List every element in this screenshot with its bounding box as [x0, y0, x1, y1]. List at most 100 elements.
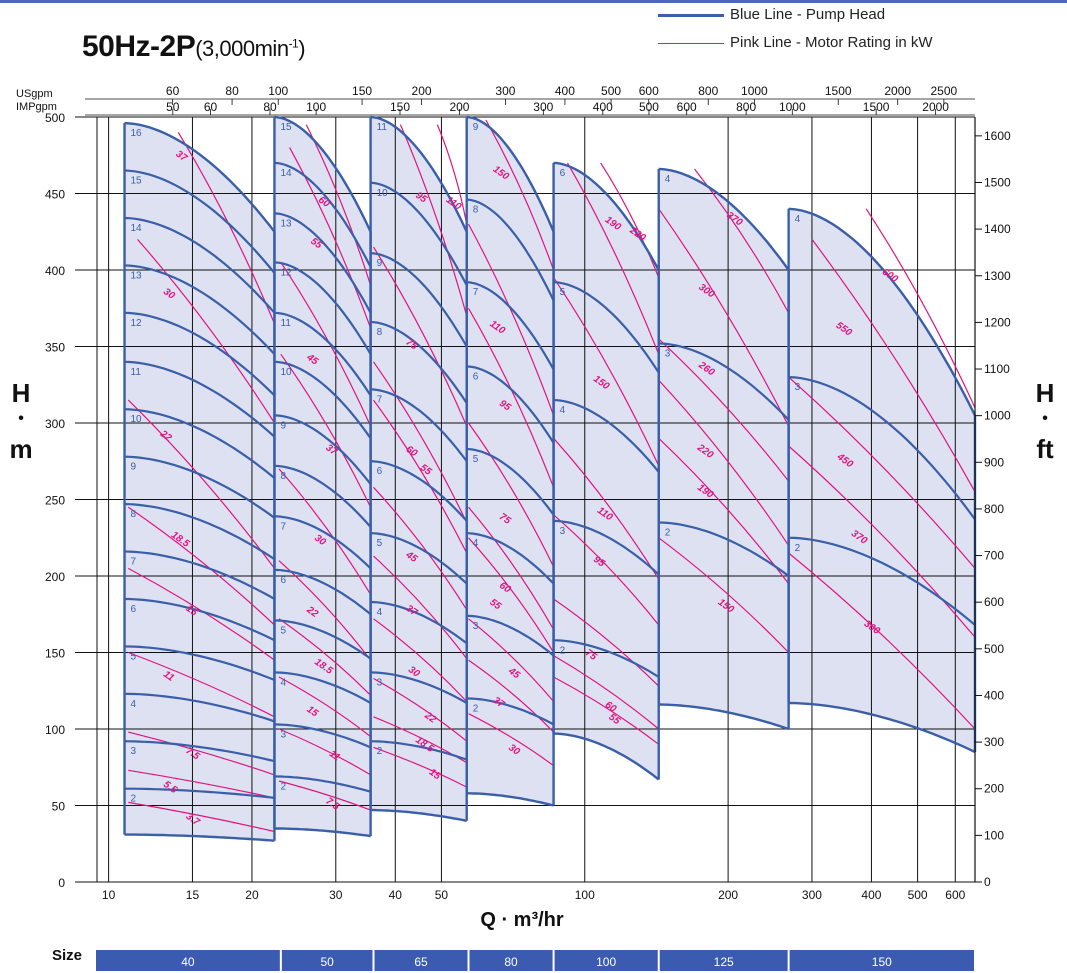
ft-tick-label: 800 — [984, 502, 1004, 516]
usgpm-tick-label: 1500 — [825, 84, 852, 98]
impgpm-tick-label: 60 — [204, 100, 218, 114]
title-main: 50Hz-2P — [82, 30, 196, 63]
usgpm-tick-label: 200 — [412, 84, 432, 98]
stage-label: 4 — [795, 214, 801, 225]
stage-label: 4 — [560, 405, 566, 416]
impgpm-tick-label: 500 — [639, 100, 659, 114]
region-bottom-curve — [466, 792, 554, 807]
kw-line-11 — [128, 651, 275, 718]
right-axis-ft: ft — [1036, 434, 1054, 464]
kw-line-95 — [467, 307, 555, 488]
stage-label: 2 — [560, 645, 566, 656]
stage-curve-3 — [658, 342, 790, 421]
stage-label: 9 — [473, 122, 479, 133]
region-top-curve — [370, 115, 468, 233]
ft-tick-label: 100 — [984, 828, 1004, 842]
stage-curve-11 — [124, 360, 276, 438]
impgpm-tick-label: 80 — [263, 100, 277, 114]
stage-curve-3 — [788, 376, 976, 521]
kw-line-75 — [553, 598, 660, 687]
size-band-label: 150 — [872, 955, 892, 969]
region-4 — [553, 162, 659, 780]
stage-curve-5 — [466, 447, 555, 516]
ft-tick-label: 900 — [984, 455, 1004, 469]
stage-curve-9 — [370, 252, 468, 348]
stage-curve-6 — [124, 597, 275, 642]
stage-curve-12 — [124, 311, 276, 397]
stage-label: 12 — [131, 318, 143, 329]
region-3 — [466, 117, 554, 806]
size-band-125 — [659, 950, 788, 971]
chart-title: 50Hz-2P(3,000min-1) — [82, 30, 306, 64]
stage-label: 6 — [281, 575, 287, 586]
stage-curve-5 — [124, 645, 275, 682]
stage-label: 2 — [281, 781, 287, 792]
ft-tick-label: 600 — [984, 595, 1004, 609]
stage-curve-13 — [274, 212, 372, 314]
stage-curve-2 — [553, 639, 660, 678]
stage-label: 3 — [795, 382, 801, 393]
stage-curve-4 — [370, 600, 468, 645]
ft-tick-label: 1400 — [984, 222, 1011, 236]
usgpm-tick-label: 60 — [166, 84, 180, 98]
kw-line-110 — [436, 124, 468, 225]
y-tick-label: 400 — [45, 264, 65, 278]
stage-label: 3 — [665, 348, 671, 359]
stage-curve-3 — [370, 671, 468, 704]
stage-label: 7 — [131, 557, 137, 568]
stage-label: 3 — [131, 746, 137, 757]
legend-blue-swatch — [658, 14, 724, 17]
stage-label: 4 — [377, 607, 383, 618]
kw-line-150 — [485, 119, 555, 271]
kw-line-22 — [127, 399, 275, 569]
stage-label: 4 — [281, 677, 287, 688]
size-band-80 — [469, 950, 553, 971]
kw-line-190 — [566, 162, 660, 355]
stage-label: 13 — [281, 218, 293, 229]
stage-curve-5 — [274, 619, 372, 660]
right-axis-H: H — [1035, 378, 1055, 408]
left-axis-dot: • — [18, 410, 24, 427]
kw-line-110 — [553, 437, 660, 580]
stage-curve-5 — [553, 281, 660, 374]
legend-blue-label: Blue Line - Pump Head — [730, 6, 886, 23]
region-bottom-curve — [658, 703, 789, 731]
stage-curve-5 — [370, 532, 468, 585]
stage-label: 14 — [281, 168, 293, 179]
y-tick-label: 150 — [45, 647, 65, 661]
stage-curve-8 — [466, 198, 555, 302]
region-1 — [274, 117, 371, 837]
usgpm-tick-label: 800 — [698, 84, 718, 98]
stage-curve-10 — [370, 181, 468, 286]
usgpm-tick-label: 600 — [639, 84, 659, 98]
size-band-label: 65 — [414, 955, 428, 969]
ft-tick-label: 700 — [984, 549, 1004, 563]
kw-line-3.7 — [128, 801, 275, 833]
x-tick-label: 200 — [718, 888, 738, 902]
x-tick-label: 300 — [802, 888, 822, 902]
region-0 — [124, 123, 275, 841]
kw-line-45 — [468, 618, 555, 702]
stage-curve-8 — [370, 320, 468, 404]
motor-rating-lines — [127, 119, 976, 833]
usgpm-tick-label: 2000 — [884, 84, 911, 98]
region-top-curve — [658, 167, 790, 271]
stage-curve-8 — [274, 464, 372, 528]
stage-label: 5 — [560, 287, 566, 298]
impgpm-tick-label: 600 — [677, 100, 697, 114]
ft-tick-label: 1600 — [984, 129, 1011, 143]
stage-label: 6 — [560, 168, 566, 179]
stage-label: 5 — [473, 454, 479, 465]
impgpm-tick-label: 1500 — [863, 100, 890, 114]
stage-label: 2 — [473, 703, 479, 714]
kw-line-110 — [467, 223, 555, 416]
region-2 — [370, 117, 467, 821]
x-tick-label: 10 — [102, 888, 116, 902]
impgpm-tick-label: 150 — [390, 100, 410, 114]
stage-curve-2 — [658, 521, 790, 577]
y-tick-label: 250 — [45, 494, 65, 508]
ft-tick-label: 200 — [984, 782, 1004, 796]
ft-tick-label: 1200 — [984, 315, 1011, 329]
top-accent-bar — [0, 0, 1067, 3]
